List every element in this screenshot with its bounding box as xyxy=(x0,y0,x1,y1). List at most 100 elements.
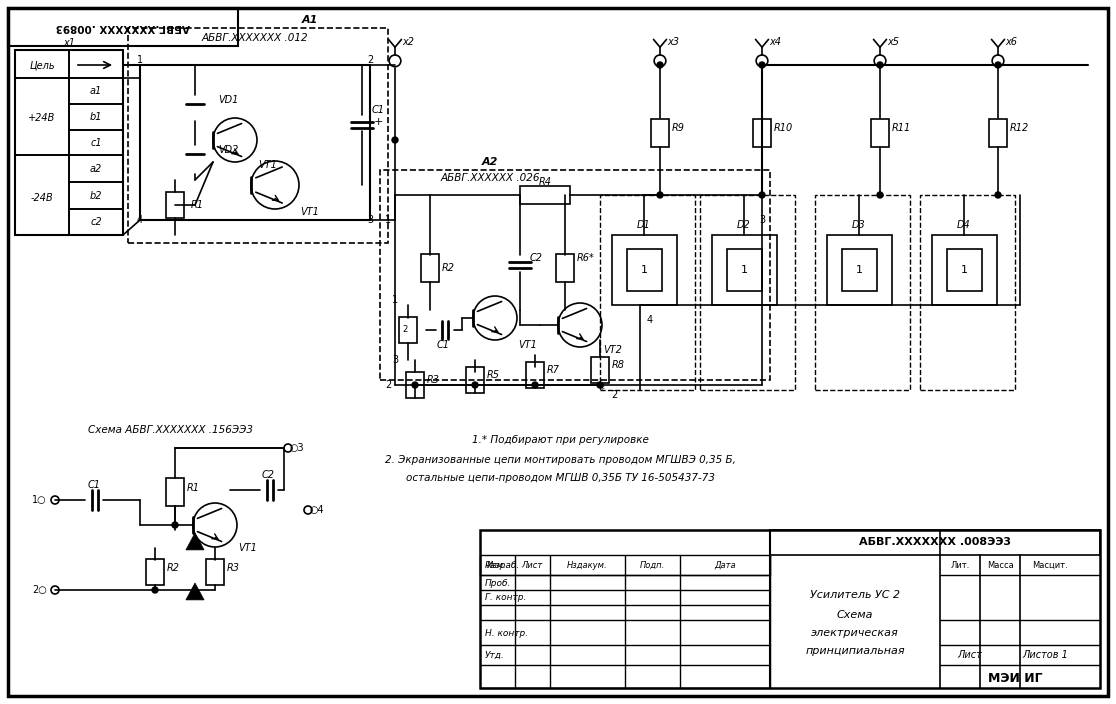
Text: 2: 2 xyxy=(367,55,373,65)
Text: 4: 4 xyxy=(137,215,143,225)
Bar xyxy=(400,317,417,343)
Bar xyxy=(166,478,184,506)
Text: Дата: Дата xyxy=(714,560,735,570)
Bar xyxy=(15,50,69,78)
Bar xyxy=(591,357,609,383)
Text: Г. контр.: Г. контр. xyxy=(485,593,527,603)
Text: Масцит.: Масцит. xyxy=(1032,560,1068,570)
Bar xyxy=(406,372,424,398)
Text: МЭИ ИГ: МЭИ ИГ xyxy=(988,672,1042,684)
Text: x2: x2 xyxy=(402,37,414,47)
Text: ○4: ○4 xyxy=(310,505,325,515)
Text: R4: R4 xyxy=(539,177,551,187)
Circle shape xyxy=(995,192,1001,198)
Text: b2: b2 xyxy=(89,191,103,201)
Text: 3: 3 xyxy=(392,355,398,365)
Text: VD1: VD1 xyxy=(218,95,239,105)
Text: 2: 2 xyxy=(403,325,408,334)
Text: x1: x1 xyxy=(62,38,75,48)
Text: Лист: Лист xyxy=(521,560,542,570)
Bar xyxy=(700,195,795,390)
Bar xyxy=(612,235,677,305)
Bar xyxy=(69,130,123,155)
Text: R11: R11 xyxy=(892,123,912,133)
Text: АБВГ.XXXXXXX .012: АБВГ.XXXXXXX .012 xyxy=(202,33,308,43)
Bar xyxy=(69,155,123,182)
Bar xyxy=(381,170,770,380)
Text: 4: 4 xyxy=(647,315,653,325)
Bar xyxy=(600,195,695,390)
Circle shape xyxy=(759,192,764,198)
Bar xyxy=(69,104,123,130)
Bar xyxy=(626,249,663,291)
Text: VT1: VT1 xyxy=(518,340,537,350)
Bar xyxy=(206,559,224,585)
Bar xyxy=(69,78,123,104)
Bar xyxy=(15,50,123,235)
Bar xyxy=(128,28,388,243)
Text: 1○: 1○ xyxy=(32,495,47,505)
Text: R12: R12 xyxy=(1010,123,1029,133)
Text: *: * xyxy=(599,385,605,395)
Text: ○3: ○3 xyxy=(290,443,305,453)
Text: электрическая: электрическая xyxy=(811,628,898,638)
Bar xyxy=(69,209,123,235)
Text: АБВГ.XXXXXXX .00893: АБВГ.XXXXXXX .00893 xyxy=(56,22,190,32)
Bar xyxy=(827,235,892,305)
Text: R6*: R6* xyxy=(577,253,595,263)
Circle shape xyxy=(877,192,883,198)
Text: остальные цепи-проводом МГШВ 0,35Б ТУ 16-505437-73: остальные цепи-проводом МГШВ 0,35Б ТУ 16… xyxy=(405,473,714,483)
Bar xyxy=(841,249,877,291)
Bar xyxy=(69,50,123,78)
Bar xyxy=(421,254,439,282)
Text: +: + xyxy=(374,117,384,127)
Circle shape xyxy=(472,382,478,388)
Circle shape xyxy=(152,587,158,593)
Text: R3: R3 xyxy=(427,375,440,385)
Text: R7: R7 xyxy=(547,365,560,375)
Text: 3: 3 xyxy=(759,215,766,225)
Text: x5: x5 xyxy=(887,37,899,47)
Text: C1: C1 xyxy=(372,105,385,115)
Text: VT1: VT1 xyxy=(300,207,319,217)
Text: C2: C2 xyxy=(261,470,275,480)
Circle shape xyxy=(597,382,603,388)
Text: Лит.: Лит. xyxy=(951,560,970,570)
Text: Изм.: Изм. xyxy=(487,560,507,570)
Circle shape xyxy=(412,382,418,388)
Text: R9: R9 xyxy=(672,123,685,133)
Text: C1: C1 xyxy=(87,480,100,490)
Text: C2: C2 xyxy=(530,253,543,263)
Text: Подп.: Подп. xyxy=(639,560,665,570)
Bar xyxy=(15,155,69,235)
Text: АБВГ.XXXXXXX .008ЭЭ3: АБВГ.XXXXXXX .008ЭЭ3 xyxy=(859,537,1011,547)
Text: Проб.: Проб. xyxy=(485,579,511,588)
Text: x4: x4 xyxy=(769,37,781,47)
Text: 3: 3 xyxy=(367,215,373,225)
Bar xyxy=(932,235,997,305)
Text: R5: R5 xyxy=(487,370,500,380)
Bar xyxy=(15,78,69,155)
Text: Усилитель УС 2: Усилитель УС 2 xyxy=(810,590,901,600)
Circle shape xyxy=(759,62,764,68)
Bar xyxy=(69,182,123,209)
Text: Цель: Цель xyxy=(29,60,55,70)
Text: 2. Экранизованные цепи монтировать проводом МГШВЭ 0,35 Б,: 2. Экранизованные цепи монтировать прово… xyxy=(385,455,735,465)
Text: Масса: Масса xyxy=(987,560,1013,570)
Polygon shape xyxy=(186,583,204,600)
Text: b1: b1 xyxy=(89,112,103,122)
Bar xyxy=(520,186,570,204)
Text: Схема АБВГ.XXXXXXX .156ЭЭ3: Схема АБВГ.XXXXXXX .156ЭЭ3 xyxy=(87,425,252,435)
Circle shape xyxy=(877,62,883,68)
Bar xyxy=(8,8,238,46)
Polygon shape xyxy=(186,533,204,550)
Bar xyxy=(770,530,1100,555)
Text: Разраб.: Разраб. xyxy=(485,560,520,570)
Bar xyxy=(480,555,770,575)
Circle shape xyxy=(657,62,663,68)
Bar xyxy=(727,249,762,291)
Bar xyxy=(466,367,484,393)
Text: 1: 1 xyxy=(137,55,143,65)
Text: -24В: -24В xyxy=(30,193,54,203)
Bar xyxy=(651,119,668,147)
